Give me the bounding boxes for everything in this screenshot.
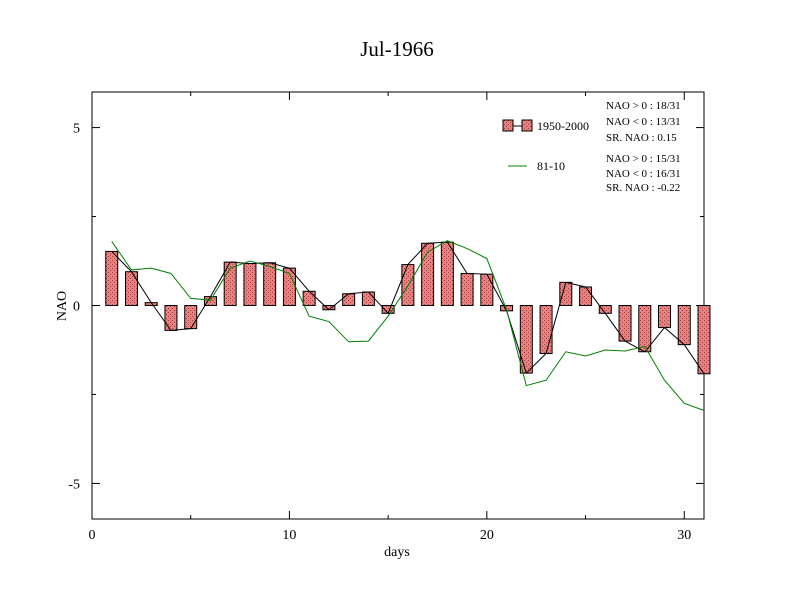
bar — [658, 305, 672, 329]
bar — [302, 290, 316, 306]
chart-title: Jul-1966 — [360, 37, 434, 61]
bar — [638, 305, 652, 353]
x-axis-label: days — [384, 545, 410, 560]
legend-swatch-bar-left — [502, 119, 514, 132]
bar — [480, 273, 494, 307]
legend-stat-nao-negative-1950-2000: NAO < 0 : 13/31 — [606, 116, 681, 128]
legend-stat-sr-nao-81-10: SR. NAO : -0.22 — [606, 182, 680, 194]
bar — [598, 305, 612, 314]
x-tick-label: 10 — [282, 528, 296, 543]
bar — [124, 271, 138, 306]
legend-stat-sr-nao-1950-2000: SR. NAO : 0.15 — [606, 132, 677, 144]
legend: 1950-2000 NAO > 0 : 18/31 NAO < 0 : 13/3… — [502, 100, 681, 194]
legend-entry-81-10: 81-10 NAO > 0 : 15/31 NAO < 0 : 16/31 SR… — [508, 153, 681, 194]
legend-stat-nao-negative-81-10: NAO < 0 : 16/31 — [606, 168, 681, 180]
bar — [519, 305, 533, 374]
bar — [105, 250, 119, 306]
bar — [559, 281, 573, 306]
x-tick-label: 30 — [677, 528, 691, 543]
axes: 0 10 20 30 -5 0 5 — [68, 92, 704, 543]
bar — [342, 293, 356, 307]
bar — [361, 291, 375, 306]
legend-entry-1950-2000: 1950-2000 NAO > 0 : 18/31 NAO < 0 : 13/3… — [502, 100, 681, 144]
line-series-1950-2000 — [111, 241, 705, 375]
y-tick-label: 0 — [73, 300, 80, 315]
bar — [539, 305, 553, 355]
bar — [263, 262, 277, 306]
legend-label-1950-2000: 1950-2000 — [537, 119, 589, 133]
legend-swatch-bar-right — [521, 119, 533, 132]
x-tick-label: 20 — [480, 528, 494, 543]
legend-stat-nao-positive-81-10: NAO > 0 : 15/31 — [606, 153, 681, 165]
line-series-81-10 — [111, 240, 705, 411]
bar — [677, 305, 691, 346]
bar — [697, 305, 711, 375]
bar — [243, 263, 257, 306]
legend-stat-nao-positive-1950-2000: NAO > 0 : 18/31 — [606, 100, 681, 112]
bar — [460, 272, 474, 307]
bar — [164, 305, 178, 331]
x-tick-label: 0 — [89, 528, 96, 543]
bar — [184, 305, 198, 330]
y-tick-label: 5 — [73, 122, 80, 137]
y-axis-label: NAO — [55, 291, 70, 321]
bar — [440, 241, 454, 306]
y-tick-label: -5 — [68, 477, 80, 492]
bar — [579, 286, 593, 307]
bar-series-1950-2000 — [105, 241, 711, 375]
legend-label-81-10: 81-10 — [537, 159, 565, 173]
